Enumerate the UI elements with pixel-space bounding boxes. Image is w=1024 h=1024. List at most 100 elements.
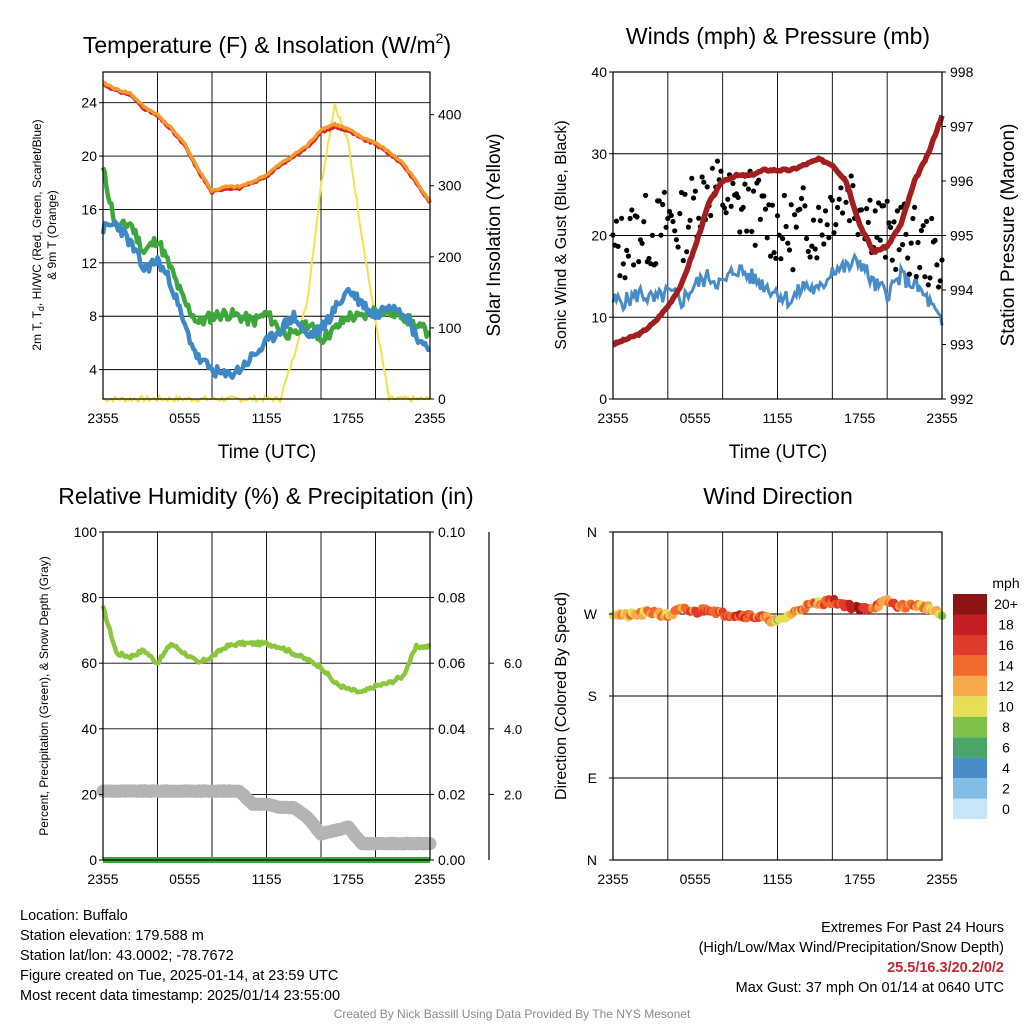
- y-tick-label: N: [587, 524, 597, 540]
- y-tick-label: 0.06: [438, 655, 465, 671]
- temperature-frame: [102, 71, 431, 400]
- gust-point: [840, 210, 846, 216]
- gust-point: [649, 232, 656, 238]
- humidity-ylabel: Percent, Precipitation (Green), & Snow D…: [37, 556, 51, 835]
- gust-point: [687, 217, 693, 223]
- gust-point: [737, 229, 743, 235]
- gust-point: [617, 273, 623, 279]
- temperature-title: Temperature (F) & Insolation (W/m2): [83, 30, 451, 58]
- gust-point: [783, 223, 789, 230]
- gust-point: [802, 203, 808, 209]
- gust-point: [843, 199, 849, 205]
- gust-point: [905, 255, 911, 261]
- gust-point: [781, 192, 788, 199]
- gust-point: [829, 197, 835, 203]
- gust-point: [858, 207, 865, 213]
- legend-label: 10: [998, 699, 1014, 715]
- y-tick-label: 40: [81, 721, 97, 737]
- gust-point: [730, 180, 736, 186]
- gust-point: [826, 235, 832, 241]
- gust-point: [877, 237, 883, 243]
- legend-swatch: [953, 696, 987, 717]
- humidity-title: Relative Humidity (%) & Precipitation (i…: [58, 483, 473, 509]
- gust-point: [663, 224, 669, 230]
- humidity-tick-labels: 2355 0555 1155 1755 2355 0 20 40 60 80 100 0.00 0.02…: [74, 524, 522, 887]
- gust-point: [672, 228, 678, 234]
- gust-point: [876, 200, 882, 206]
- x-tick-label: 2355: [87, 871, 118, 887]
- gust-point: [888, 224, 894, 230]
- gust-point: [627, 215, 633, 222]
- y-tick-label: 998: [950, 64, 974, 80]
- extremes-title: Extremes For Past 24 Hours: [821, 920, 1004, 936]
- gust-point: [685, 224, 692, 230]
- gust-point: [785, 240, 791, 246]
- gust-point: [634, 214, 640, 220]
- gust-point: [903, 231, 909, 237]
- gust-point: [894, 208, 901, 214]
- winds-panel: Winds (mph) & Pressure (mb) 2355 0555 1155…: [553, 23, 1019, 463]
- gust-point: [742, 181, 748, 187]
- meteogram-figure: Temperature (F) & Insolation (W/m2) 2355…: [30, 23, 1020, 887]
- gust-point: [872, 208, 878, 214]
- gust-point: [680, 257, 686, 264]
- y-tick-label: 0.04: [438, 721, 465, 737]
- gust-point: [920, 223, 926, 229]
- gust-point: [817, 218, 823, 224]
- legend-label: 6: [1002, 739, 1010, 755]
- gust-point: [721, 205, 728, 211]
- gust-point: [780, 236, 786, 242]
- legend-label: 14: [998, 658, 1014, 674]
- legend-label: 12: [998, 678, 1014, 694]
- x-tick-label: 1155: [251, 410, 281, 426]
- gust-point: [838, 185, 844, 191]
- max-gust: Max Gust: 37 mph On 01/14 at 0640 UTC: [735, 980, 1004, 996]
- gust-point: [704, 184, 710, 190]
- gust-point: [816, 204, 822, 210]
- winds-tick-labels: 2355 0555 1155 1755 2355 0 10 20 30 40 992 993 994 99…: [591, 64, 973, 426]
- x-tick-label: 2355: [87, 410, 118, 426]
- y-tick-label: 997: [950, 119, 974, 135]
- gust-point: [776, 232, 782, 238]
- gust-point: [790, 267, 796, 273]
- gust-point: [915, 239, 921, 246]
- station-latlon: Station lat/lon: 43.0002; -78.7672: [20, 948, 234, 964]
- gust-point: [792, 212, 798, 218]
- y-tick-label: 60: [81, 655, 97, 671]
- gust-point: [661, 189, 668, 195]
- gust-point: [653, 261, 659, 267]
- x-tick-label: 2355: [926, 871, 957, 887]
- gust-point: [814, 255, 820, 261]
- y-tick-label: 100: [438, 320, 462, 336]
- snow-tick-label: 6.0: [504, 656, 522, 671]
- gust-point: [740, 204, 746, 210]
- x-tick-label: 2355: [597, 410, 628, 426]
- legend-label: 16: [998, 637, 1014, 653]
- gust-point: [893, 266, 899, 272]
- x-tick-label: 2355: [926, 410, 957, 426]
- y-tick-label: 300: [438, 178, 462, 194]
- gust-point: [656, 198, 662, 204]
- station-pressure-line: [611, 114, 945, 348]
- gust-point: [821, 241, 827, 247]
- y-tick-label: 993: [950, 337, 974, 353]
- recent-timestamp: Most recent data timestamp: 2025/01/14 2…: [20, 988, 341, 1004]
- gust-point: [750, 188, 757, 194]
- gust-point: [774, 213, 781, 219]
- legend-swatch: [953, 716, 987, 738]
- x-tick-label: 1755: [844, 871, 875, 887]
- gust-point: [773, 255, 779, 261]
- x-tick-label: 1155: [251, 871, 281, 887]
- legend-swatch: [953, 594, 987, 615]
- gust-point: [927, 275, 933, 281]
- y-tick-label: 400: [438, 107, 462, 123]
- gust-point: [936, 284, 942, 290]
- y-tick-label: 24: [81, 95, 97, 111]
- legend-label: 0: [1002, 801, 1010, 817]
- y-tick-label: E: [588, 770, 597, 786]
- gust-point: [660, 201, 666, 208]
- relative-humidity-line: [100, 605, 432, 695]
- gust-point: [918, 227, 925, 234]
- direction-title: Wind Direction: [703, 483, 853, 509]
- y-tick-label: 0.00: [438, 852, 465, 868]
